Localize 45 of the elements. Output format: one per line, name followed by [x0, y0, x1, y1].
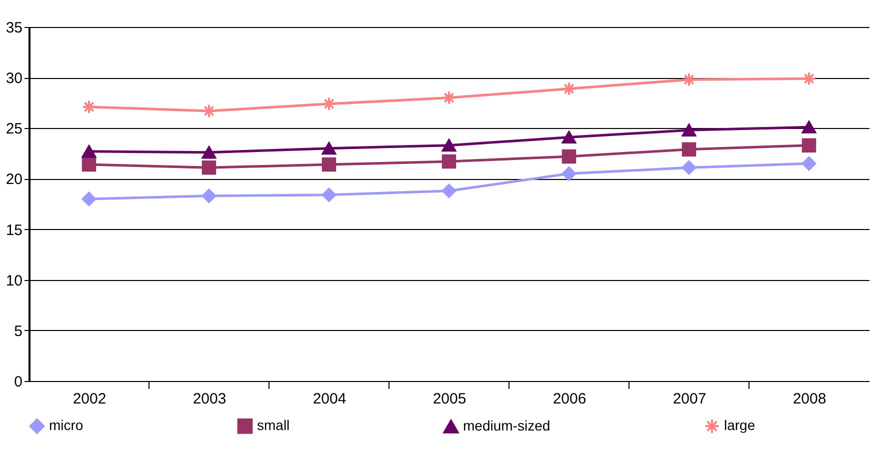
point	[82, 100, 96, 114]
y-tick-label: 0	[14, 374, 22, 390]
legend-label: large	[724, 417, 756, 434]
x-tick-label: 2008	[792, 390, 826, 408]
point	[82, 157, 96, 172]
legend-label: micro	[49, 417, 84, 434]
y-tick-label: 15	[6, 222, 22, 239]
legend-label: small	[257, 417, 290, 434]
y-tick-label: 25	[6, 120, 22, 138]
point	[82, 192, 96, 206]
point	[442, 184, 456, 198]
point	[802, 120, 816, 134]
x-tick-label: 2004	[312, 390, 346, 408]
point	[682, 160, 696, 175]
point	[562, 82, 576, 96]
y-tick-label: 5	[14, 322, 22, 340]
point	[202, 160, 216, 175]
x-tick-label: 2002	[72, 390, 106, 408]
x-tick-label: 2003	[192, 390, 226, 408]
y-tick-label: 10	[6, 272, 22, 290]
x-tick-label: 2005	[432, 390, 466, 408]
point	[562, 166, 576, 181]
y-tick-label: 20	[6, 171, 22, 188]
x-tick-label: 2006	[552, 390, 586, 408]
point	[322, 142, 336, 155]
point	[802, 138, 816, 152]
legend-label: medium-sized	[463, 418, 550, 434]
point	[202, 146, 216, 159]
point	[682, 72, 696, 87]
point	[562, 130, 576, 144]
point	[82, 145, 96, 158]
point	[322, 188, 336, 202]
point	[682, 124, 696, 136]
point	[442, 90, 456, 105]
x-tick-label: 2007	[672, 390, 706, 408]
point	[562, 149, 576, 164]
point	[202, 188, 216, 204]
y-tick-label: 35	[6, 20, 22, 36]
point	[442, 154, 456, 169]
point	[322, 157, 336, 172]
point	[442, 139, 456, 152]
point	[802, 156, 816, 171]
point	[682, 142, 696, 157]
point	[322, 96, 336, 111]
y-tick-label: 30	[6, 70, 22, 88]
